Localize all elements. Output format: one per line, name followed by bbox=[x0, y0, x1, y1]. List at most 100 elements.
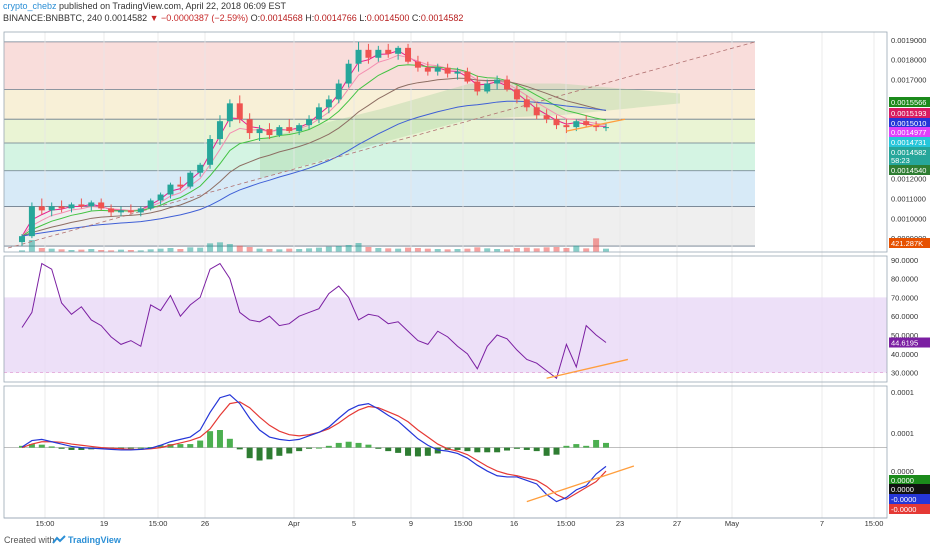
macd-histogram-bar bbox=[385, 447, 392, 452]
candle-body bbox=[315, 107, 322, 120]
x-axis-label: 5 bbox=[352, 519, 356, 528]
macd-signal-line bbox=[21, 401, 607, 500]
volume-bar bbox=[216, 242, 223, 252]
price-tag-label: 0.0015010 bbox=[891, 119, 926, 128]
candle-body bbox=[88, 202, 95, 207]
macd-histogram-bar bbox=[424, 447, 431, 456]
rsi-tag-label: 44.6195 bbox=[891, 339, 918, 348]
candle-body bbox=[553, 119, 560, 126]
close-label: C: bbox=[411, 13, 421, 23]
macd-tag-label: 0.0000 bbox=[891, 476, 914, 485]
moving-average-line bbox=[21, 100, 607, 237]
macd-line bbox=[21, 394, 607, 503]
close-value: 0.0014582 bbox=[420, 13, 464, 23]
tradingview-logo-icon bbox=[52, 535, 66, 544]
macd-histogram-bar bbox=[365, 444, 372, 448]
volume-bar bbox=[513, 248, 520, 252]
x-axis-label: 15:00 bbox=[36, 519, 55, 528]
candle-body bbox=[583, 121, 590, 126]
x-axis-label: 27 bbox=[673, 519, 681, 528]
macd-histogram-bar bbox=[484, 447, 491, 453]
macd-histogram-bar bbox=[187, 444, 194, 448]
macd-histogram-bar bbox=[395, 447, 402, 453]
rsi-axis-label: 40.0000 bbox=[891, 350, 918, 359]
macd-tag-label: -0.0000 bbox=[891, 495, 916, 504]
candle-body bbox=[444, 67, 451, 74]
volume-bar bbox=[434, 249, 441, 252]
macd-histogram-bar bbox=[504, 447, 511, 451]
volume-bar bbox=[573, 245, 580, 252]
macd-histogram-bar bbox=[58, 447, 65, 449]
open-value: 0.0014568 bbox=[260, 13, 303, 23]
footer: Created with TradingView bbox=[0, 530, 932, 550]
rsi-tag-bg bbox=[889, 337, 930, 348]
candle-body bbox=[543, 115, 550, 120]
candle-body bbox=[405, 47, 412, 62]
publisher-line: crypto_chebz published on TradingView.co… bbox=[3, 1, 286, 12]
macd-histogram-bar bbox=[68, 447, 75, 450]
author-link[interactable]: crypto_chebz bbox=[3, 1, 57, 11]
macd-histogram-bar bbox=[48, 446, 55, 448]
pane-border bbox=[3, 255, 888, 383]
tradingview-brand[interactable]: TradingView bbox=[68, 535, 121, 545]
published-text: published on TradingView.com, April 22, … bbox=[59, 1, 287, 11]
x-axis-label: 7 bbox=[820, 519, 824, 528]
volume-bar bbox=[117, 249, 124, 252]
volume-bar bbox=[523, 247, 530, 252]
candle-body bbox=[38, 206, 45, 211]
macd-histogram-bar bbox=[38, 444, 45, 448]
macd-histogram-bar bbox=[533, 447, 540, 452]
chart-area[interactable]: 0.00190000.00180000.00170000.00160000.00… bbox=[0, 24, 932, 530]
macd-histogram-bar bbox=[226, 438, 233, 448]
rsi-axis-label: 70.0000 bbox=[891, 293, 918, 302]
pane-border bbox=[3, 385, 888, 519]
chart-header: crypto_chebz published on TradingView.co… bbox=[0, 0, 932, 24]
volume-bar bbox=[197, 247, 204, 252]
symbol-label: BINANCE:BNBBTC, 240 bbox=[3, 13, 103, 23]
macd-histogram-bar bbox=[345, 441, 352, 448]
volume-bar bbox=[375, 248, 382, 252]
fib-band bbox=[4, 142, 755, 171]
candle-body bbox=[276, 127, 283, 136]
price-tag-label: 0.0014540 bbox=[891, 166, 926, 175]
rsi-axis-label: 30.0000 bbox=[891, 369, 918, 378]
macd-axis-label: 0.0000 bbox=[891, 467, 914, 476]
volume-bar bbox=[38, 248, 45, 252]
macd-histogram-bar bbox=[494, 447, 501, 453]
volume-bar bbox=[553, 247, 560, 252]
volume-bar bbox=[454, 249, 461, 252]
candle-body bbox=[256, 129, 263, 134]
volume-bar bbox=[405, 247, 412, 252]
x-axis-label: May bbox=[725, 519, 739, 528]
price-tag-label: 0.0014977 bbox=[891, 128, 926, 137]
volume-bar bbox=[246, 247, 253, 252]
macd-histogram-bar bbox=[563, 445, 570, 448]
volume-bar bbox=[58, 249, 65, 252]
candle-body bbox=[474, 81, 481, 92]
candle-body bbox=[454, 71, 461, 74]
macd-histogram-bar bbox=[315, 447, 322, 449]
volume-bar bbox=[207, 243, 214, 252]
candle-body bbox=[216, 121, 223, 140]
candle-body bbox=[593, 125, 600, 128]
volume-bar bbox=[603, 248, 609, 252]
macd-histogram-bar bbox=[355, 442, 362, 448]
candle-body bbox=[494, 79, 501, 84]
macd-histogram-bar bbox=[335, 442, 342, 448]
macd-histogram-bar bbox=[197, 440, 204, 448]
volume-bar bbox=[484, 248, 491, 252]
macd-histogram-bar bbox=[127, 447, 134, 449]
macd-axis-label: 0.0001 bbox=[891, 388, 914, 397]
macd-histogram-bar bbox=[157, 445, 164, 448]
macd-histogram-bar bbox=[583, 445, 590, 448]
candle-body bbox=[434, 67, 441, 72]
volume-bar bbox=[157, 248, 164, 252]
volume-bar bbox=[315, 247, 322, 252]
candle-body bbox=[187, 172, 194, 187]
candle-body bbox=[98, 202, 105, 209]
rsi-axis-label: 80.0000 bbox=[891, 275, 918, 284]
price-tag-bg bbox=[889, 127, 930, 137]
candle-body bbox=[355, 49, 362, 64]
candle-body bbox=[523, 99, 530, 108]
volume-bar bbox=[444, 249, 451, 252]
